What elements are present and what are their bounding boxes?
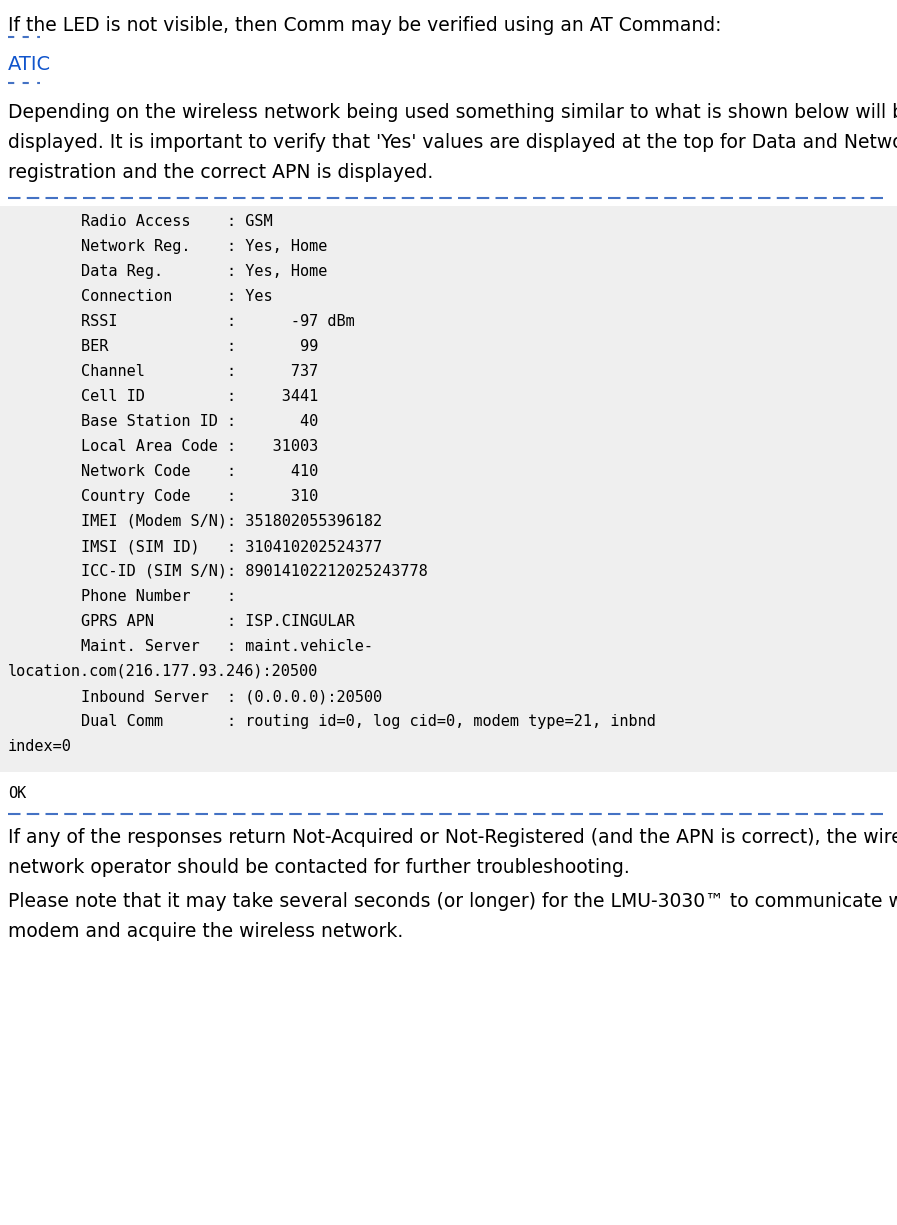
Text: OK: OK bbox=[8, 786, 26, 801]
Text: Radio Access    : GSM: Radio Access : GSM bbox=[8, 214, 273, 229]
Text: RSSI            :      -97 dBm: RSSI : -97 dBm bbox=[8, 314, 354, 330]
FancyBboxPatch shape bbox=[0, 206, 897, 772]
Text: Connection      : Yes: Connection : Yes bbox=[8, 289, 273, 304]
Text: Dual Comm       : routing id=0, log cid=0, modem type=21, inbnd: Dual Comm : routing id=0, log cid=0, mod… bbox=[8, 714, 656, 729]
Text: index=0: index=0 bbox=[8, 739, 72, 755]
Text: registration and the correct APN is displayed.: registration and the correct APN is disp… bbox=[8, 163, 433, 183]
Text: Network Code    :      410: Network Code : 410 bbox=[8, 464, 318, 479]
Text: Please note that it may take several seconds (or longer) for the LMU-3030™ to co: Please note that it may take several sec… bbox=[8, 892, 897, 911]
Text: Inbound Server  : (0.0.0.0):20500: Inbound Server : (0.0.0.0):20500 bbox=[8, 688, 382, 704]
Text: Network Reg.    : Yes, Home: Network Reg. : Yes, Home bbox=[8, 239, 327, 254]
Text: IMEI (Modem S/N): 351802055396182: IMEI (Modem S/N): 351802055396182 bbox=[8, 514, 382, 529]
Text: Data Reg.       : Yes, Home: Data Reg. : Yes, Home bbox=[8, 265, 327, 279]
Text: If the LED is not visible, then Comm may be verified using an AT Command:: If the LED is not visible, then Comm may… bbox=[8, 16, 721, 36]
Text: displayed. It is important to verify that 'Yes' values are displayed at the top : displayed. It is important to verify tha… bbox=[8, 134, 897, 152]
Text: Depending on the wireless network being used something similar to what is shown : Depending on the wireless network being … bbox=[8, 103, 897, 122]
Text: GPRS APN        : ISP.CINGULAR: GPRS APN : ISP.CINGULAR bbox=[8, 614, 354, 628]
Text: network operator should be contacted for further troubleshooting.: network operator should be contacted for… bbox=[8, 858, 630, 877]
Text: Local Area Code :    31003: Local Area Code : 31003 bbox=[8, 439, 318, 454]
Text: Country Code    :      310: Country Code : 310 bbox=[8, 489, 318, 503]
Text: ICC-ID (SIM S/N): 89014102212025243778: ICC-ID (SIM S/N): 89014102212025243778 bbox=[8, 564, 428, 579]
Text: Maint. Server   : maint.vehicle-: Maint. Server : maint.vehicle- bbox=[8, 639, 373, 654]
Text: BER             :       99: BER : 99 bbox=[8, 339, 318, 354]
Text: Channel         :      737: Channel : 737 bbox=[8, 364, 318, 379]
Text: location.com(216.177.93.246):20500: location.com(216.177.93.246):20500 bbox=[8, 664, 318, 679]
Text: If any of the responses return Not-Acquired or Not-Registered (and the APN is co: If any of the responses return Not-Acqui… bbox=[8, 828, 897, 846]
Text: modem and acquire the wireless network.: modem and acquire the wireless network. bbox=[8, 922, 404, 941]
Text: Phone Number    :: Phone Number : bbox=[8, 589, 236, 604]
Text: Base Station ID :       40: Base Station ID : 40 bbox=[8, 414, 318, 429]
Text: Cell ID         :     3441: Cell ID : 3441 bbox=[8, 390, 318, 404]
Text: ATIC: ATIC bbox=[8, 55, 51, 74]
Text: IMSI (SIM ID)   : 310410202524377: IMSI (SIM ID) : 310410202524377 bbox=[8, 539, 382, 554]
